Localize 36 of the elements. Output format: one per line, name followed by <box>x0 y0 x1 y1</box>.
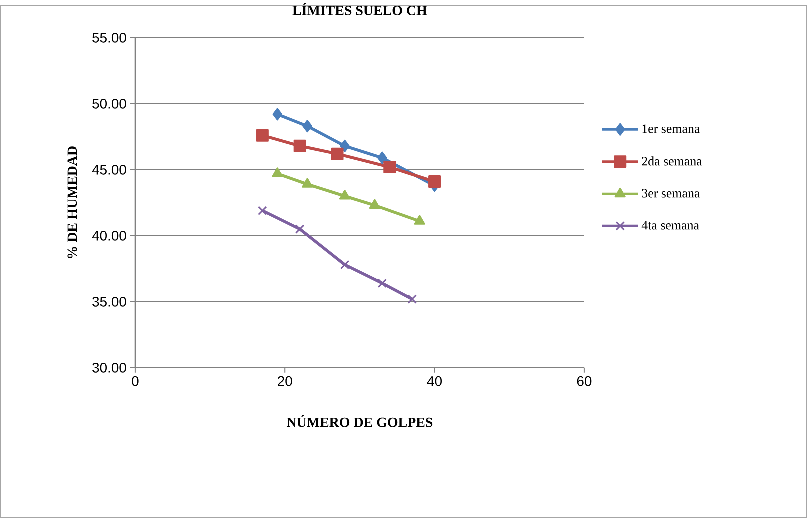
point <box>384 160 396 174</box>
point <box>295 224 305 234</box>
point <box>414 214 426 225</box>
point <box>272 167 284 178</box>
legend-label: 4ta semana <box>642 220 700 230</box>
y-tick-label: 30.00 <box>92 362 126 373</box>
y-tick-label: 35.00 <box>92 296 126 307</box>
point <box>369 199 380 209</box>
y-tick-label: 50.00 <box>92 98 126 109</box>
y-tick-label: 55.00 <box>92 32 126 43</box>
point <box>340 260 350 270</box>
point <box>408 294 417 304</box>
point <box>258 206 268 216</box>
point <box>302 120 312 132</box>
point <box>378 278 388 288</box>
legend-label: 3er semana <box>642 188 700 198</box>
point <box>339 190 350 200</box>
x-tick-label: 0 <box>132 376 139 386</box>
point <box>428 175 442 188</box>
point <box>378 152 388 164</box>
y-tick-label: 40.00 <box>92 230 126 241</box>
legend-label: 1er semana <box>642 124 700 134</box>
point <box>302 178 314 188</box>
point <box>294 140 306 152</box>
point <box>331 148 344 160</box>
x-tick-label: 40 <box>427 376 442 386</box>
legend-label: 2da semana <box>642 156 702 166</box>
chart-title: LÍMITES SUELO CH <box>292 3 428 16</box>
y-axis-title: % DE HUMEDAD <box>68 146 78 258</box>
x-tick-label: 60 <box>577 376 592 386</box>
point <box>340 140 350 152</box>
x-tick-label: 20 <box>278 376 292 386</box>
y-tick-label: 45.00 <box>92 164 126 175</box>
point <box>256 129 269 142</box>
point <box>272 108 283 121</box>
x-axis-title: NÚMERO DE GOLPES <box>286 414 433 428</box>
